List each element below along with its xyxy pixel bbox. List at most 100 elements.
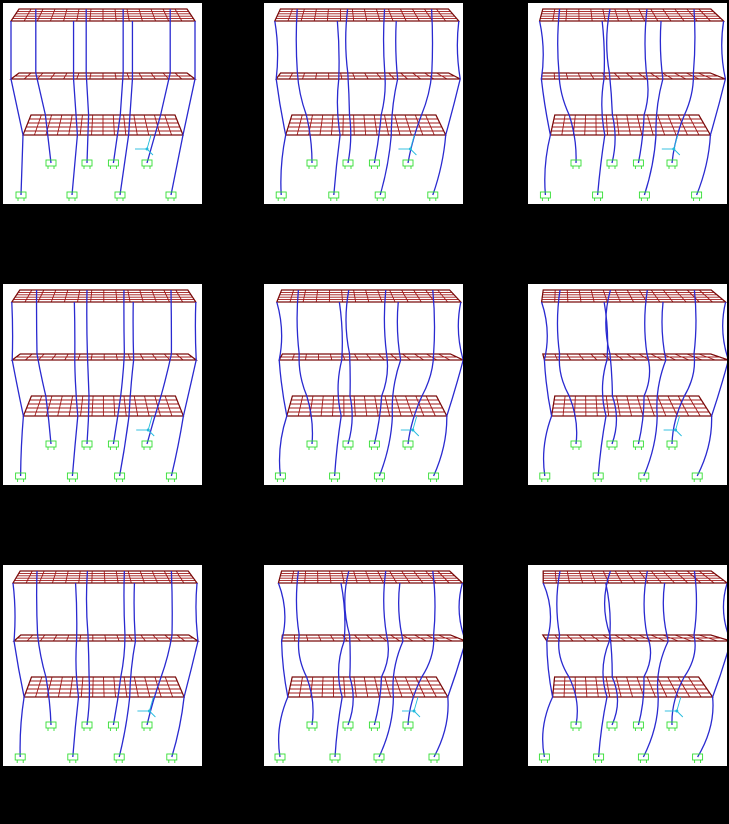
floor-slab-2	[12, 634, 201, 642]
fixed-support-icon	[402, 721, 414, 731]
floor-slab-2	[278, 353, 463, 361]
global-axes-icon	[663, 415, 682, 437]
global-axes-icon	[137, 696, 156, 718]
fixed-support-icon	[306, 721, 318, 731]
fixed-support-icon	[374, 191, 386, 201]
mode-shape-panel-5	[264, 284, 463, 485]
fixed-support-icon	[329, 753, 341, 763]
fixed-support-icon	[606, 721, 618, 731]
fixed-support-icon	[402, 159, 414, 169]
fixed-support-icon	[81, 440, 93, 450]
fixed-support-icon	[368, 159, 380, 169]
floor-slab-2	[280, 634, 463, 642]
support-footings	[538, 721, 704, 763]
fixed-support-icon	[538, 753, 550, 763]
frame-model-5	[274, 289, 463, 482]
fixed-support-icon	[402, 440, 414, 450]
fixed-support-icon	[606, 159, 618, 169]
floor-slab-2	[9, 72, 197, 80]
fixed-support-icon	[638, 191, 650, 201]
floor-slab-1	[538, 8, 726, 22]
floor-slab-3	[549, 114, 712, 136]
fixed-support-icon	[107, 440, 119, 450]
mode-shape-panel-7	[3, 565, 202, 766]
fixed-support-icon	[691, 191, 703, 201]
fixed-support-icon	[329, 472, 341, 482]
mode-shape-panel-3	[528, 3, 727, 204]
fixed-support-icon	[342, 721, 354, 731]
fixed-support-icon	[14, 753, 26, 763]
columns	[11, 289, 197, 477]
fixed-support-icon	[15, 191, 27, 201]
frame-model-6	[539, 289, 727, 482]
fixed-support-icon	[45, 721, 57, 731]
frame-model-9	[538, 570, 727, 763]
fixed-support-icon	[107, 721, 119, 731]
frame-model-7	[11, 570, 201, 763]
fixed-support-icon	[632, 721, 644, 731]
floor-slab-2	[540, 72, 726, 80]
support-footings	[274, 440, 440, 482]
global-axes-icon	[400, 415, 420, 437]
columns	[276, 289, 463, 477]
frame-model-4	[10, 289, 198, 482]
fixed-support-icon	[81, 159, 93, 169]
frame-model-2	[273, 8, 461, 201]
columns	[542, 570, 727, 758]
mode-shape-panel-9	[528, 565, 727, 766]
global-axes-icon	[135, 134, 154, 156]
fixed-support-icon	[274, 472, 286, 482]
fixed-support-icon	[165, 472, 177, 482]
fixed-support-icon	[81, 721, 93, 731]
global-axes-icon	[136, 415, 155, 437]
mode-shape-panel-1	[3, 3, 202, 204]
support-footings	[275, 159, 439, 201]
fixed-support-icon	[427, 191, 439, 201]
fixed-support-icon	[592, 191, 604, 201]
fixed-support-icon	[666, 159, 678, 169]
fixed-support-icon	[141, 440, 153, 450]
fixed-support-icon	[67, 753, 79, 763]
fixed-support-icon	[328, 191, 340, 201]
fixed-support-icon	[428, 753, 440, 763]
columns	[10, 8, 196, 196]
fixed-support-icon	[592, 472, 604, 482]
fixed-support-icon	[45, 440, 57, 450]
fixed-support-icon	[539, 472, 551, 482]
fixed-support-icon	[570, 159, 582, 169]
fixed-support-icon	[692, 753, 704, 763]
fixed-support-icon	[373, 753, 385, 763]
floor-slab-1	[540, 289, 727, 303]
mode-shape-panel-2	[264, 3, 463, 204]
fixed-support-icon	[141, 721, 153, 731]
fixed-support-icon	[306, 440, 318, 450]
support-footings	[274, 721, 440, 763]
fixed-support-icon	[166, 753, 178, 763]
columns	[274, 8, 461, 196]
fixed-support-icon	[107, 159, 119, 169]
columns	[540, 289, 727, 477]
fixed-support-icon	[165, 191, 177, 201]
columns	[12, 570, 199, 758]
fixed-support-icon	[638, 472, 650, 482]
support-footings	[539, 159, 703, 201]
floor-slab-1	[275, 289, 463, 303]
fixed-support-icon	[275, 191, 287, 201]
fixed-support-icon	[114, 191, 126, 201]
fixed-support-icon	[342, 440, 354, 450]
fixed-support-icon	[428, 472, 440, 482]
fixed-support-icon	[666, 440, 678, 450]
fixed-support-icon	[66, 191, 78, 201]
fixed-support-icon	[632, 159, 644, 169]
floor-slab-3	[286, 395, 448, 417]
fixed-support-icon	[114, 472, 126, 482]
fixed-support-icon	[113, 753, 125, 763]
global-axes-icon	[661, 134, 681, 156]
global-axes-icon	[402, 696, 421, 718]
floor-slab-1	[10, 289, 197, 303]
floor-slab-1	[11, 570, 199, 584]
floor-slab-1	[277, 570, 463, 584]
floor-slab-3	[551, 676, 714, 698]
frame-model-8	[274, 570, 463, 763]
floor-slab-1	[542, 570, 727, 584]
